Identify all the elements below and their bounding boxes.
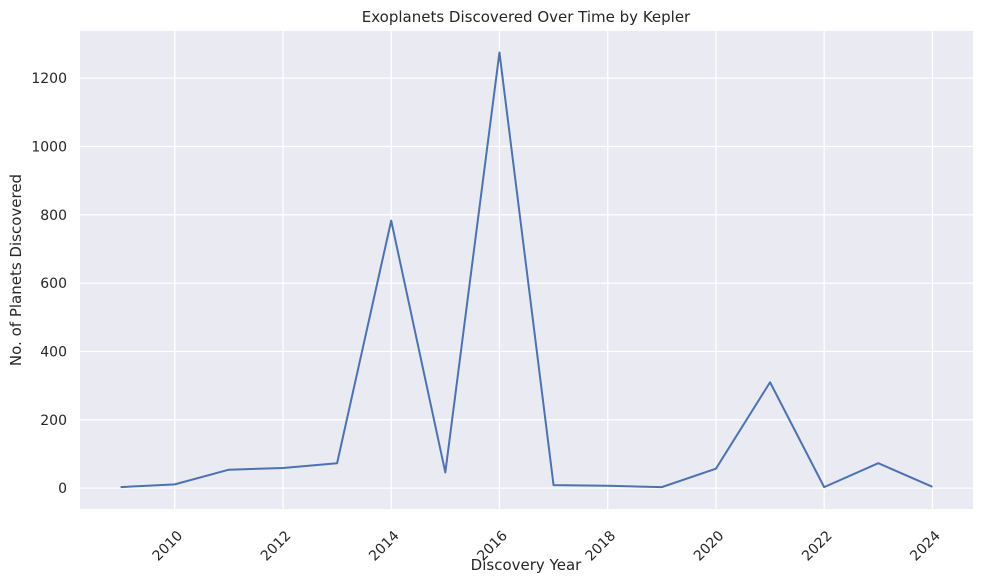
y-tick-label: 1000 bbox=[31, 139, 67, 155]
x-gridlines bbox=[174, 31, 934, 509]
y-tick-label: 800 bbox=[40, 208, 67, 224]
y-gridlines bbox=[80, 77, 973, 489]
x-tick-label: 2020 bbox=[691, 528, 728, 565]
series-line bbox=[120, 51, 933, 489]
x-axis-label: Discovery Year bbox=[471, 556, 582, 574]
x-tick-label: 2010 bbox=[150, 528, 187, 565]
x-tick-label: 2014 bbox=[366, 528, 403, 565]
y-tick-labels: 0 200 400 600 800 1000 1200 bbox=[31, 71, 67, 497]
x-tick-label: 2024 bbox=[907, 528, 944, 565]
y-tick-label: 1200 bbox=[31, 71, 67, 87]
y-tick-label: 400 bbox=[40, 344, 67, 360]
y-tick-label: 200 bbox=[40, 413, 67, 429]
y-tick-label: 0 bbox=[58, 481, 67, 497]
y-axis-label: No. of Planets Discovered bbox=[7, 174, 25, 366]
y-tick-label: 600 bbox=[40, 276, 67, 292]
x-tick-label: 2012 bbox=[258, 528, 295, 565]
series-group bbox=[120, 51, 933, 489]
x-tick-label: 2018 bbox=[583, 528, 620, 565]
x-tick-label: 2022 bbox=[799, 528, 836, 565]
chart-title: Exoplanets Discovered Over Time by Keple… bbox=[362, 8, 691, 26]
